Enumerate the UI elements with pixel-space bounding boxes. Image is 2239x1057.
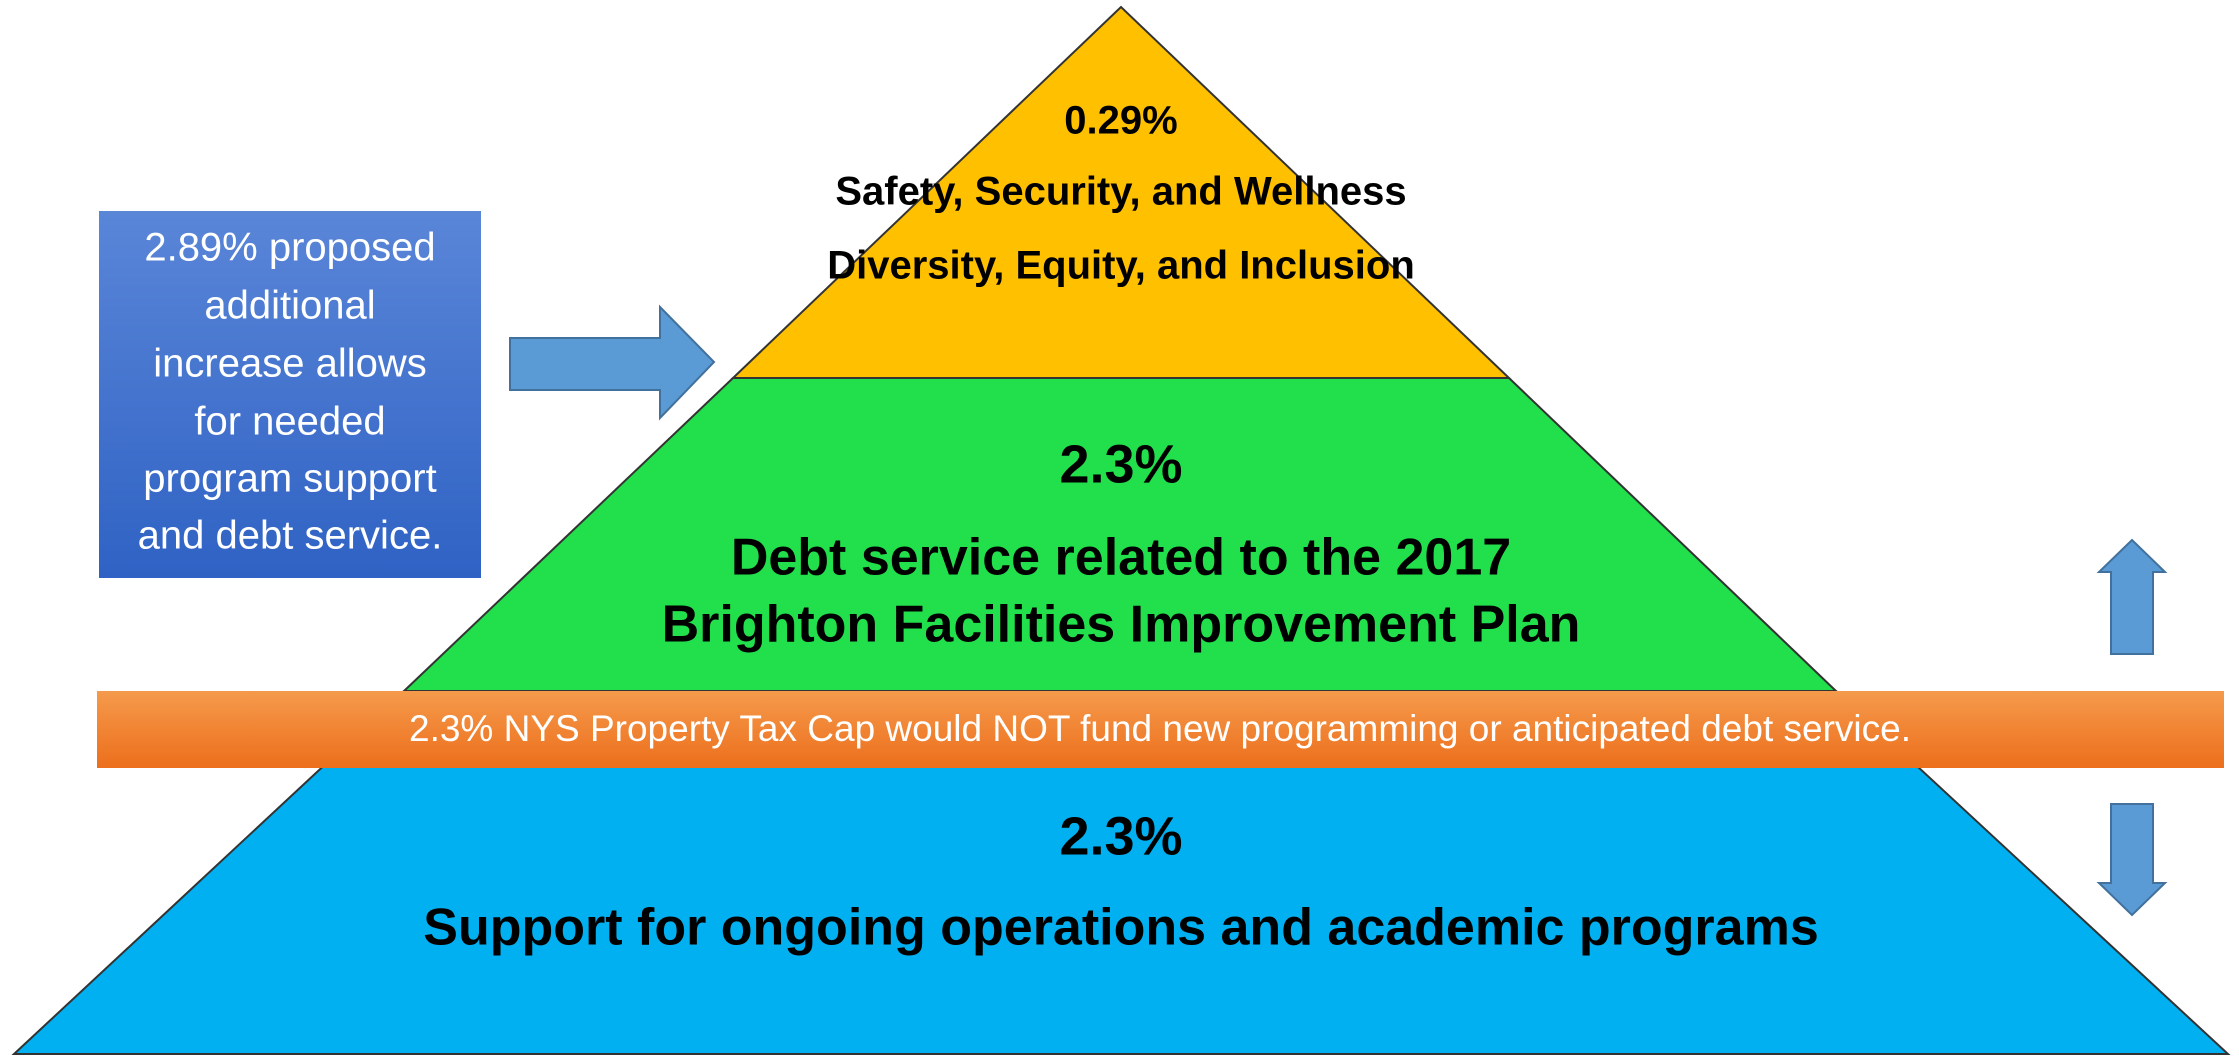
callout-text: program support bbox=[143, 457, 436, 501]
callout-text: increase allows bbox=[153, 342, 426, 386]
arrow-up bbox=[2096, 538, 2168, 655]
tier-top bbox=[730, 5, 1512, 379]
callout-text: 2.89% proposed bbox=[144, 226, 435, 270]
tier-label: Debt service related to the 2017 bbox=[731, 529, 1511, 587]
tier-value: 2.3% bbox=[1059, 806, 1182, 866]
callout-text: for needed bbox=[194, 400, 385, 444]
tier-label: Support for ongoing operations and acade… bbox=[423, 899, 1818, 957]
arrow-right bbox=[509, 304, 716, 421]
banner-text: 2.3% NYS Property Tax Cap would NOT fund… bbox=[409, 708, 1911, 749]
tier-value: 2.3% bbox=[1059, 434, 1182, 494]
tier-value: 0.29% bbox=[1064, 99, 1177, 143]
tier-label: Diversity, Equity, and Inclusion bbox=[827, 244, 1415, 288]
tier-label: Safety, Security, and Wellness bbox=[835, 170, 1406, 214]
banner bbox=[97, 691, 2224, 768]
callout-box bbox=[99, 211, 481, 578]
tier-label: Brighton Facilities Improvement Plan bbox=[662, 596, 1581, 654]
callout-text: and debt service. bbox=[138, 514, 443, 558]
arrow-down bbox=[2096, 803, 2168, 917]
callout-text: additional bbox=[204, 284, 375, 328]
